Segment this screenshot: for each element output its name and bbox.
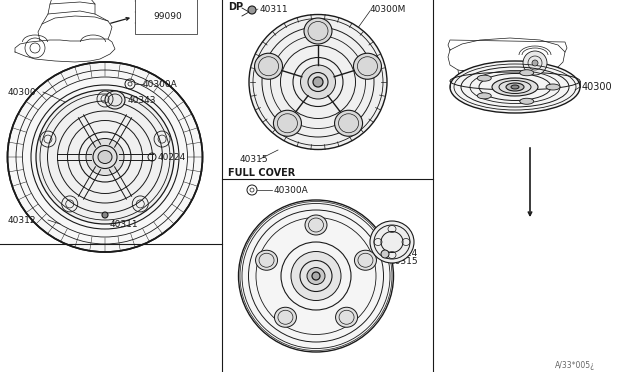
Ellipse shape <box>275 307 296 327</box>
Ellipse shape <box>255 53 282 79</box>
Ellipse shape <box>370 221 414 263</box>
Circle shape <box>532 60 538 66</box>
Circle shape <box>248 6 256 14</box>
Ellipse shape <box>335 307 358 327</box>
Text: 40300A: 40300A <box>274 186 308 195</box>
Text: 40300A: 40300A <box>143 80 178 89</box>
Ellipse shape <box>335 110 363 136</box>
Text: 40315: 40315 <box>240 154 269 164</box>
Ellipse shape <box>520 70 534 76</box>
Text: 40300: 40300 <box>582 82 612 92</box>
Text: 40343: 40343 <box>128 96 157 105</box>
Text: 40312: 40312 <box>8 215 36 224</box>
Text: 99090: 99090 <box>153 12 182 20</box>
Text: A/33*005¿: A/33*005¿ <box>555 362 595 371</box>
Ellipse shape <box>86 138 124 176</box>
Text: 40300: 40300 <box>8 87 36 96</box>
Ellipse shape <box>477 93 492 99</box>
Ellipse shape <box>304 18 332 44</box>
Ellipse shape <box>8 62 202 252</box>
Circle shape <box>102 212 108 218</box>
Bar <box>135 0 197 34</box>
Ellipse shape <box>312 272 320 280</box>
Ellipse shape <box>355 250 376 270</box>
Text: 40224: 40224 <box>158 153 186 161</box>
Text: 40311: 40311 <box>260 4 289 13</box>
Ellipse shape <box>477 75 492 81</box>
Ellipse shape <box>305 215 327 235</box>
Ellipse shape <box>492 78 538 96</box>
Ellipse shape <box>313 77 323 87</box>
Text: 40315: 40315 <box>390 257 419 266</box>
Ellipse shape <box>249 15 387 150</box>
Text: 40311: 40311 <box>110 219 139 228</box>
Ellipse shape <box>291 251 341 301</box>
Ellipse shape <box>273 110 301 136</box>
Ellipse shape <box>105 91 125 109</box>
Ellipse shape <box>450 61 580 113</box>
Ellipse shape <box>520 98 534 104</box>
Ellipse shape <box>98 151 112 164</box>
Ellipse shape <box>36 90 174 224</box>
Ellipse shape <box>546 84 560 90</box>
Ellipse shape <box>301 65 335 99</box>
Text: FULL COVER: FULL COVER <box>228 168 295 178</box>
Ellipse shape <box>511 85 519 89</box>
Ellipse shape <box>353 53 381 79</box>
Text: 40300M: 40300M <box>370 4 406 13</box>
Circle shape <box>523 51 547 75</box>
Ellipse shape <box>239 200 394 352</box>
Ellipse shape <box>506 83 524 91</box>
Ellipse shape <box>307 267 325 285</box>
Text: DP: DP <box>228 2 243 12</box>
Circle shape <box>381 250 389 258</box>
Ellipse shape <box>255 250 278 270</box>
Text: 40224: 40224 <box>390 250 419 259</box>
